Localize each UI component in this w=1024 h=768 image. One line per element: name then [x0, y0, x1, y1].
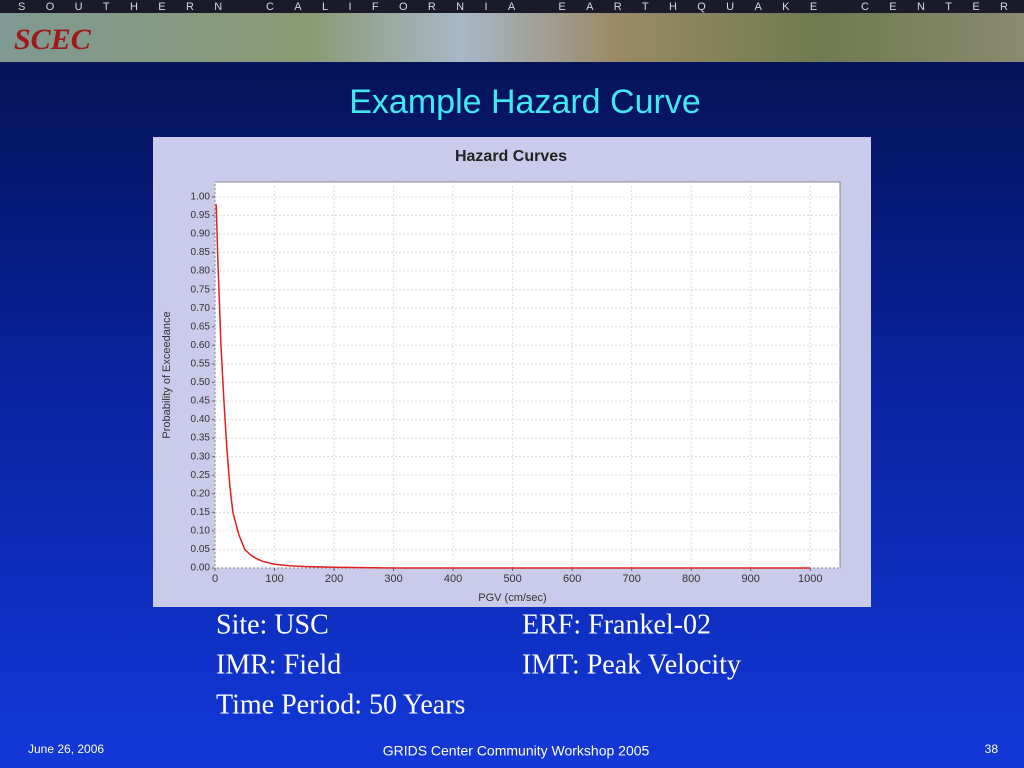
- y-tick-label: 0.50: [191, 377, 211, 388]
- y-tick-label: 1.00: [191, 191, 211, 202]
- y-tick-label: 0.70: [191, 303, 211, 314]
- y-tick-label: 0.45: [191, 396, 211, 407]
- x-tick-label: 0: [212, 573, 218, 585]
- y-tick-label: 0.65: [191, 321, 211, 332]
- header-bar: [0, 0, 1024, 13]
- hazard-curve: [215, 204, 811, 569]
- y-axis-label: Probability of Exceedance: [161, 311, 173, 438]
- x-tick-label: 1000: [798, 573, 822, 585]
- y-tick-label: 0.20: [191, 488, 211, 499]
- y-tick-label: 0.75: [191, 284, 211, 295]
- x-axis-label: PGV (cm/sec): [478, 592, 546, 604]
- x-tick-label: 200: [325, 573, 343, 585]
- header-banner: SOUTHERN CALIFORNIA EARTHQUAKE CENTER: [18, 1, 1008, 13]
- info-text: Time Period: 50 Years: [216, 689, 465, 720]
- x-tick-label: 500: [503, 573, 521, 585]
- y-tick-label: 0.00: [191, 563, 211, 574]
- footer-event: GRIDS Center Community Workshop 2005: [383, 743, 650, 759]
- x-tick-label: 100: [265, 573, 283, 585]
- y-tick-label: 0.05: [191, 544, 211, 555]
- footer-page: 38: [985, 742, 999, 756]
- slide-title: Example Hazard Curve: [349, 83, 700, 121]
- y-tick-label: 0.85: [191, 247, 211, 258]
- info-text: IMT: Peak Velocity: [522, 649, 741, 680]
- logo: SCEC: [14, 23, 92, 56]
- x-tick-label: 400: [444, 573, 462, 585]
- info-text: ERF: Frankel-02: [522, 609, 711, 640]
- x-tick-label: 700: [622, 573, 640, 585]
- y-tick-label: 0.90: [191, 229, 211, 240]
- plot-area: [214, 181, 841, 569]
- y-tick-label: 0.40: [191, 414, 211, 425]
- x-tick-label: 900: [742, 573, 760, 585]
- y-tick-label: 0.35: [191, 433, 211, 444]
- y-tick-label: 0.55: [191, 359, 211, 370]
- x-tick-label: 800: [682, 573, 700, 585]
- y-tick-label: 0.10: [191, 526, 211, 537]
- y-tick-label: 0.80: [191, 266, 211, 277]
- footer-date: June 26, 2006: [28, 742, 104, 756]
- y-tick-label: 0.25: [191, 470, 211, 481]
- x-tick-label: 300: [384, 573, 402, 585]
- chart-title: Hazard Curves: [455, 148, 567, 165]
- y-tick-label: 0.95: [191, 210, 211, 221]
- y-tick-label: 0.15: [191, 507, 211, 518]
- info-text: Site: USC: [216, 609, 329, 640]
- info-text: IMR: Field: [216, 649, 341, 680]
- y-tick-label: 0.60: [191, 340, 211, 351]
- x-tick-label: 600: [563, 573, 581, 585]
- y-tick-label: 0.30: [191, 451, 211, 462]
